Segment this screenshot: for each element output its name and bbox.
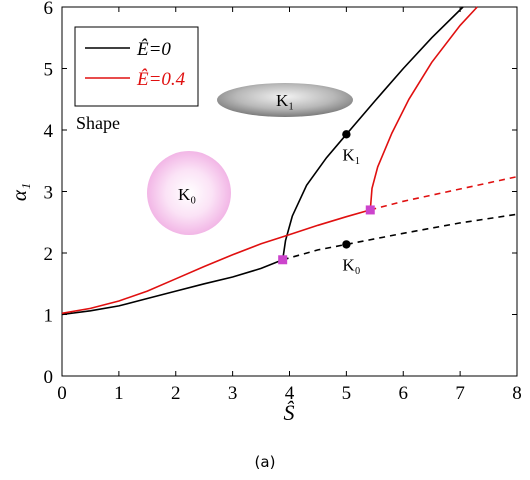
x-tick-label: 6: [399, 383, 409, 404]
series-e0-stable-line: [61, 259, 283, 316]
bifurcation-point-marker: [365, 205, 375, 215]
legend-label-e04: Ê=0.4: [136, 68, 186, 90]
y-tick-label: 5: [44, 60, 54, 81]
series-e0-upper-branch: [281, 6, 464, 260]
x-axis-label: Ŝ: [284, 400, 295, 425]
legend-label-e0: Ê=0: [136, 38, 171, 60]
k0-shape-label: K₀: [178, 185, 196, 204]
series-e04-stable-line: [61, 209, 371, 315]
k1-shape-label: K₁: [276, 91, 294, 110]
y-axis-label: α₁: [7, 183, 31, 201]
figure-caption: (a): [255, 453, 276, 471]
x-tick-label: 2: [171, 383, 181, 404]
shape-point-label: K₁: [342, 145, 360, 164]
series-e04-unstable-line: [370, 175, 518, 211]
y-tick-label: 2: [44, 244, 54, 265]
x-tick-label: 1: [114, 383, 124, 404]
axis-ticks: 0 1 2 3 4 5 6 7 8 0 1 2 3 4 5 6: [44, 0, 522, 404]
x-tick-label: 5: [342, 383, 352, 404]
x-tick-label: 8: [512, 383, 522, 404]
shape-point-marker: [342, 240, 351, 249]
shape-label: Shape: [76, 113, 120, 133]
x-tick-label: 0: [57, 383, 67, 404]
legend: Ê=0 Ê=0.4: [74, 26, 199, 107]
shape-point-label: K₀: [342, 255, 360, 274]
k1-ellipse-shape: [217, 83, 353, 117]
y-tick-label: 6: [44, 0, 54, 19]
x-tick-label: 3: [228, 383, 238, 404]
legend-box: [74, 26, 199, 107]
y-tick-label: 1: [44, 306, 54, 327]
series-e0-unstable-line: [282, 213, 518, 261]
points-layer: K₁ K₀: [278, 130, 375, 274]
y-tick-label: 3: [44, 183, 54, 204]
x-tick-label: 7: [455, 383, 465, 404]
k0-circle-shape: [147, 151, 231, 235]
x-tick-label: 4: [285, 383, 295, 404]
shape-point-marker: [342, 130, 351, 139]
bifurcation-point-marker: [278, 255, 288, 265]
y-tick-label: 4: [44, 121, 54, 142]
series-layer: [61, 6, 518, 316]
series-e04-upper-branch: [369, 6, 478, 210]
y-tick-label: 0: [44, 367, 54, 388]
